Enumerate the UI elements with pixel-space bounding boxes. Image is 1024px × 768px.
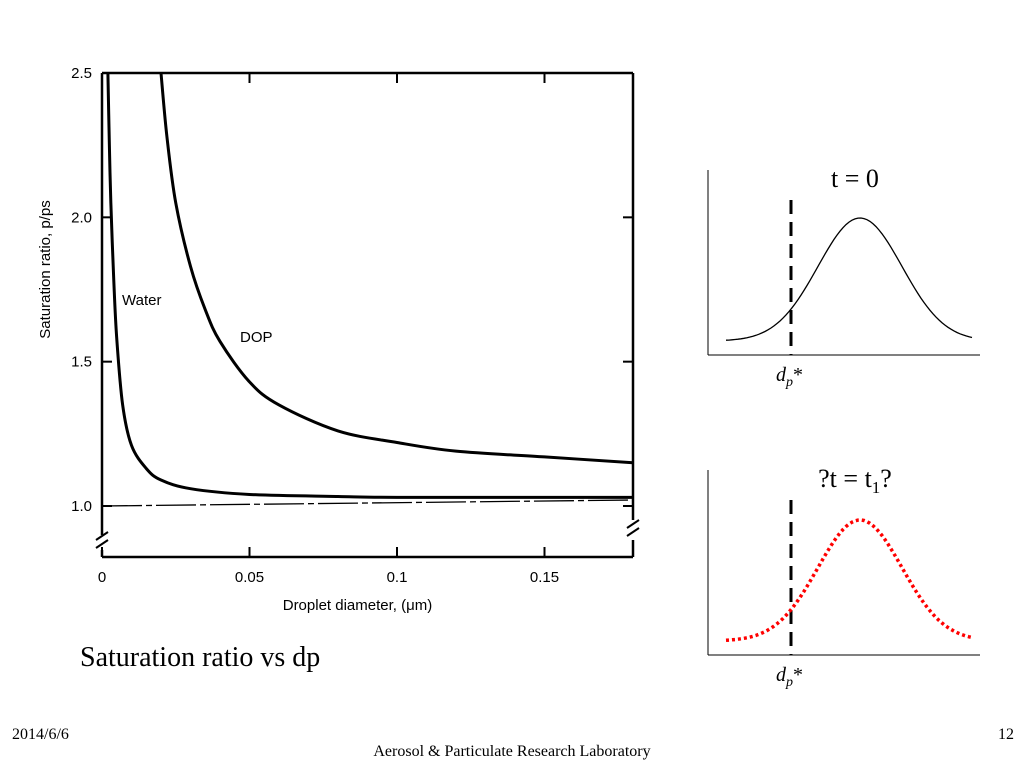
y-tick-label: 2.0: [71, 209, 92, 226]
series-water-line: [106, 72, 633, 499]
plot-area: 1.0 1.5 2.0 2.5 0 0.05 0.1 0.15 Droplet diameter…: [37, 65, 640, 614]
y-axis-label: Saturation ratio, p/ps: [37, 200, 54, 338]
series-dop-line: [159, 72, 634, 465]
y-tick-label: 2.5: [71, 65, 92, 82]
dp-star-label: dp*: [776, 364, 803, 390]
x-tick-label: 0.05: [235, 569, 264, 586]
x-tick-label: 0.1: [387, 569, 408, 586]
panel-title: ?t = t1?: [818, 464, 892, 497]
distribution-chart-t1: ?t = t1? dp*: [707, 464, 980, 690]
page-number: 12: [998, 726, 1014, 743]
footer-date: 2014/6/6: [12, 726, 69, 743]
saturation-ratio-chart: 1.0 1.5 2.0 2.5 0 0.05 0.1 0.15 Droplet diameter…: [37, 65, 640, 614]
x-tick-label: 0.15: [530, 569, 559, 586]
y-tick-label: 1.5: [71, 354, 92, 371]
footer-organization: Aerosol & Particulate Research Laborator…: [373, 743, 651, 760]
series-dop-label: DOP: [240, 329, 273, 346]
axis-break-right: [626, 519, 640, 537]
baseline-line: [101, 499, 634, 507]
distribution-curve: [725, 518, 973, 643]
series-water-label: Water: [122, 292, 161, 309]
panel-title: t = 0: [831, 164, 879, 193]
axis-break-left: [95, 531, 109, 549]
distribution-curve: [725, 217, 973, 341]
slide-caption: Saturation ratio vs dp: [80, 642, 321, 673]
x-tick-label: 0: [98, 569, 106, 586]
x-axis-label: Droplet diameter, (μm): [283, 597, 433, 614]
t1-plot-area: ?t = t1? dp*: [707, 464, 980, 690]
y-tick-label: 1.0: [71, 498, 92, 515]
t0-plot-area: t = 0 dp*: [707, 164, 980, 390]
dp-star-label: dp*: [776, 664, 803, 690]
distribution-chart-t0: t = 0 dp*: [707, 164, 980, 390]
